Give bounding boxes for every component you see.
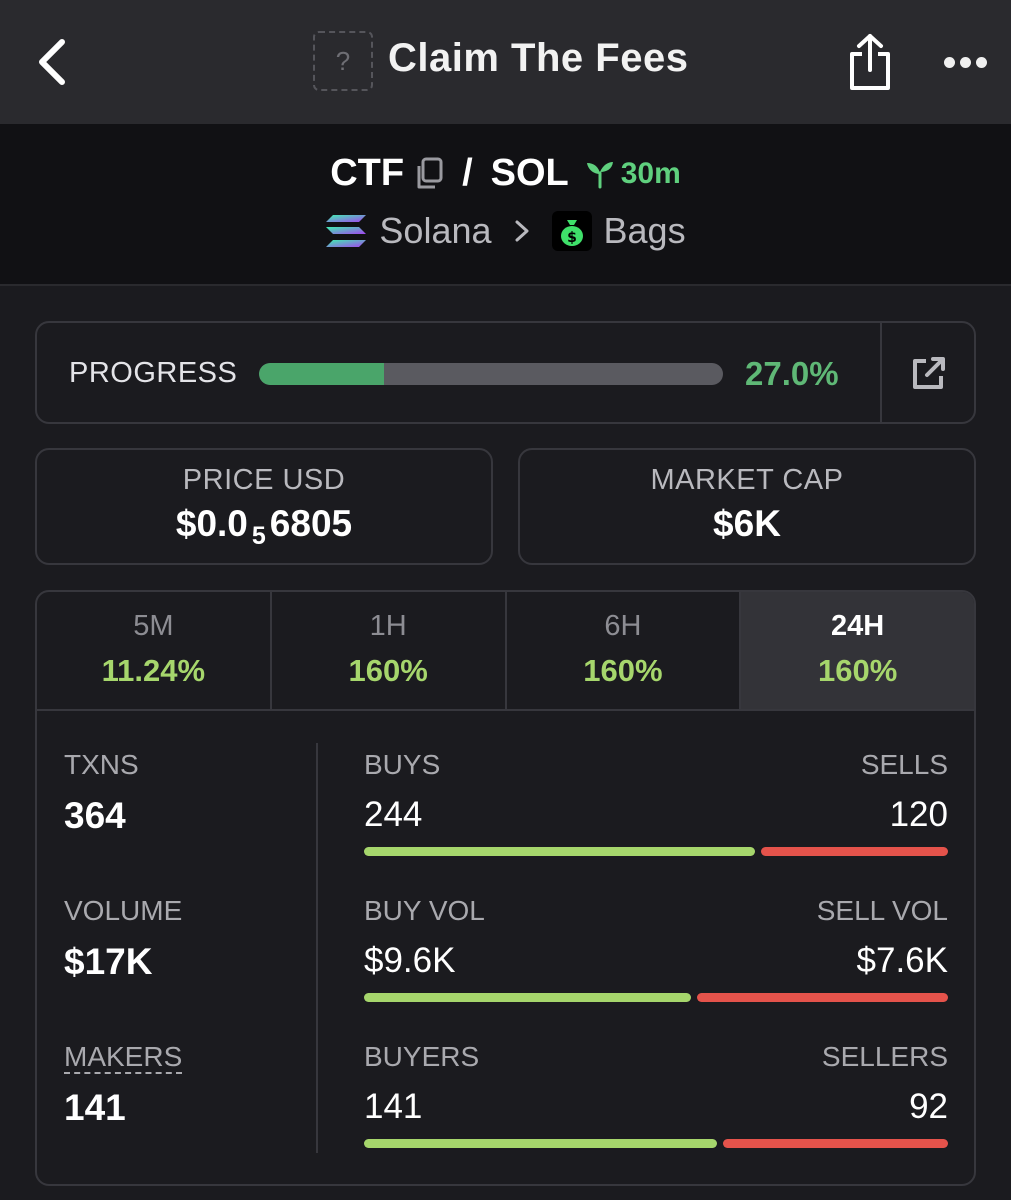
sell-bar — [723, 1139, 948, 1148]
txns-label: TXNS — [64, 749, 139, 780]
buy-vol-value: $9.6K — [364, 941, 456, 980]
sells-value: 120 — [889, 795, 948, 834]
progress-bar — [259, 363, 723, 385]
buy-vol-label: BUY VOL — [364, 895, 485, 926]
volume-label: VOLUME — [64, 895, 183, 926]
page-title: Claim The Fees — [388, 36, 689, 80]
price-zero-count: 5 — [251, 522, 266, 550]
price-label: PRICE USD — [182, 464, 346, 496]
pair-separator: / — [462, 152, 473, 194]
top-bar: ? Claim The Fees — [0, 0, 1011, 124]
divider — [316, 743, 318, 1153]
timeframe-tabs: 5M 11.24% 1H 160% 6H 160% 24H 160% — [37, 592, 974, 711]
copy-icon[interactable] — [414, 157, 444, 191]
makers-label[interactable]: MAKERS — [64, 1041, 183, 1074]
back-arrow-icon[interactable] — [30, 36, 74, 88]
buy-bar — [364, 1139, 718, 1148]
buyers-label: BUYERS — [364, 1041, 480, 1072]
divider — [880, 323, 882, 422]
sells-label: SELLS — [860, 749, 948, 780]
tab-5m[interactable]: 5M 11.24% — [37, 592, 272, 709]
svg-text:$: $ — [567, 230, 577, 246]
pair-age-value: 30m — [620, 156, 681, 190]
tab-1h[interactable]: 1H 160% — [272, 592, 507, 709]
buyers-sellers-row: BUYERS SELLERS 141 92 — [364, 1041, 948, 1148]
chevron-right-icon — [515, 220, 529, 242]
chain-name[interactable]: Solana — [379, 210, 492, 251]
sell-bar — [697, 993, 948, 1002]
money-bag-icon: $ — [551, 211, 592, 251]
base-token-symbol: CTF — [330, 152, 405, 194]
market-cap-label: MARKET CAP — [650, 464, 844, 496]
market-cap-value: $6K — [713, 503, 781, 544]
buyers-value: 141 — [364, 1087, 423, 1126]
volume-value: $17K — [64, 941, 153, 982]
progress-label: PROGRESS — [69, 357, 238, 389]
solana-logo-icon — [326, 215, 367, 247]
token-image-placeholder: ? — [313, 31, 373, 91]
market-cap-card: MARKET CAP $6K — [518, 448, 976, 565]
buy-bar — [364, 993, 692, 1002]
sellers-label: SELLERS — [821, 1041, 948, 1072]
volume-split-bar — [364, 993, 948, 1002]
metrics-section: TXNS 364 VOLUME $17K MAKERS 141 BUYS SELL… — [37, 711, 974, 1184]
sellers-value: 92 — [909, 1087, 948, 1126]
quote-token-symbol: SOL — [490, 152, 569, 194]
tab-6h[interactable]: 6H 160% — [507, 592, 742, 709]
buys-label: BUYS — [364, 749, 441, 780]
txns-value: 364 — [64, 795, 126, 836]
seedling-icon — [586, 161, 613, 188]
price-card: PRICE USD $0.0 5 6805 — [35, 448, 493, 565]
buyers-sellers-bar — [364, 1139, 948, 1148]
sell-bar — [761, 847, 948, 856]
pair-age: 30m — [585, 157, 681, 191]
sell-vol-label: SELL VOL — [816, 895, 948, 926]
dex-name[interactable]: Bags — [603, 210, 686, 251]
share-icon[interactable] — [846, 32, 894, 92]
buys-sells-row: BUYS SELLS 244 120 — [364, 749, 948, 856]
external-link-icon[interactable] — [909, 353, 949, 393]
progress-value: 27.0% — [745, 355, 839, 392]
progress-card: PROGRESS 27.0% — [35, 321, 976, 424]
buys-sells-bar — [364, 847, 948, 856]
makers-value: 141 — [64, 1087, 126, 1128]
progress-bar-fill — [259, 363, 385, 385]
price-value: $0.0 5 6805 — [175, 503, 353, 550]
tab-24h[interactable]: 24H 160% — [741, 592, 974, 709]
buy-bar — [364, 847, 756, 856]
pair-header: CTF / SOL 30m Solana — [0, 124, 1011, 286]
sell-vol-value: $7.6K — [856, 941, 948, 980]
buys-value: 244 — [364, 795, 423, 834]
more-options-icon[interactable] — [944, 48, 994, 76]
volume-split-row: BUY VOL SELL VOL $9.6K $7.6K — [364, 895, 948, 1002]
stats-panel: 5M 11.24% 1H 160% 6H 160% 24H 160% TXNS … — [35, 590, 976, 1186]
